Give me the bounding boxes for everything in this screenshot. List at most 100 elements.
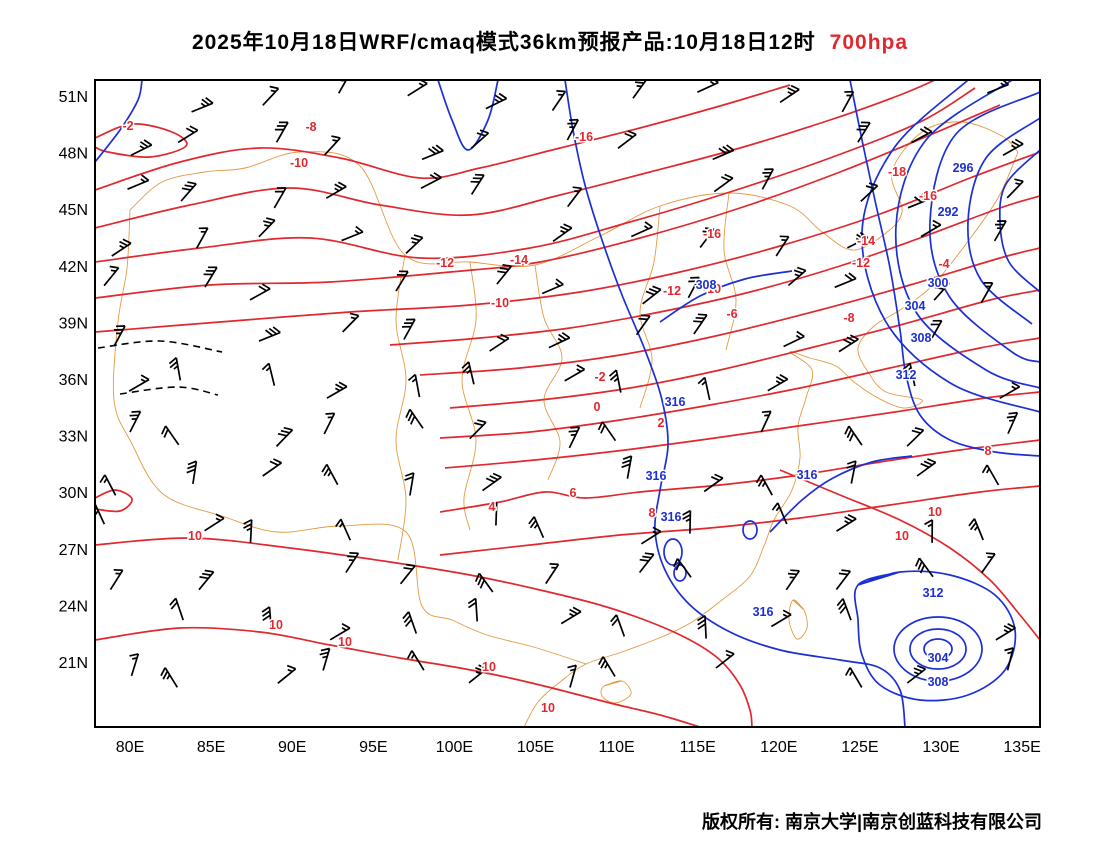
wind-barb — [249, 283, 271, 301]
wind-barb — [836, 513, 857, 532]
pressure-level-label: 700hpa — [829, 31, 909, 54]
height-contour-label: 316 — [646, 469, 667, 483]
wind-barb — [169, 597, 185, 621]
temperature-contour-label: 10 — [928, 505, 942, 519]
lon-tick-label: 100E — [436, 739, 473, 756]
temperature-contour-label: 8 — [985, 444, 992, 458]
temperature-contour-label: -12 — [663, 284, 681, 298]
wind-barb — [787, 266, 807, 287]
temperature-contour-label: 10 — [269, 618, 283, 632]
lon-tick-label: 90E — [278, 739, 306, 756]
wind-barb — [541, 278, 564, 295]
temperature-contour-label: 10 — [895, 529, 909, 543]
temperature-contour-label: -10 — [703, 282, 721, 296]
wind-barb — [841, 90, 855, 113]
wind-barb — [99, 474, 117, 496]
wind-barb — [846, 460, 857, 484]
wind-barb — [933, 280, 951, 301]
wind-barb — [109, 569, 124, 591]
wind-barb — [404, 472, 415, 496]
wind-barb — [258, 326, 281, 342]
wind-barb — [168, 357, 182, 381]
wind-barb — [632, 80, 648, 99]
wind-barb — [103, 265, 120, 287]
temperature-contour-label: -14 — [857, 234, 875, 248]
wind-barb — [177, 125, 199, 144]
wind-barb — [568, 426, 581, 449]
wind-barb — [564, 364, 586, 382]
temperature-contour-label: -16 — [703, 227, 721, 241]
lat-tick-label: 48N — [59, 146, 88, 163]
wind-barb — [420, 172, 442, 189]
wind-barb — [273, 187, 287, 209]
lon-tick-label: 95E — [359, 739, 387, 756]
lat-tick-label: 39N — [59, 315, 88, 332]
wind-barb — [836, 598, 852, 621]
wind-barb — [160, 667, 179, 688]
wind-barb — [325, 181, 347, 199]
wind-barb — [552, 223, 573, 242]
contour-label-layer: -2 -8 -10 -16 -12 -14 -10 -16 -18 -16 -14 -12 -12 -10… — [121, 118, 993, 717]
wind-barb — [703, 473, 724, 493]
wind-barb — [638, 552, 655, 574]
wind-barb — [834, 272, 857, 289]
wind-barb — [113, 325, 126, 347]
lon-tick-label: 125E — [841, 739, 878, 756]
wind-barb — [1006, 411, 1019, 435]
wind-barb — [673, 558, 692, 578]
wind-barb — [180, 181, 197, 202]
wind-barb — [335, 518, 352, 541]
wind-barb — [470, 173, 485, 195]
lat-tick-label: 27N — [59, 542, 88, 559]
wind-barb — [775, 235, 790, 257]
wind-barb — [528, 516, 545, 539]
wind-barb — [407, 80, 428, 97]
map-frame — [94, 79, 1041, 728]
temperature-contour-label: 2 — [658, 416, 665, 430]
lat-tick-label: 33N — [59, 429, 88, 446]
temperature-contour-label: -18 — [888, 165, 906, 179]
wind-barb — [920, 219, 942, 238]
lon-tick-label: 120E — [760, 739, 797, 756]
wind-barb — [699, 227, 715, 249]
temperature-contour-label: 0 — [594, 400, 601, 414]
wind-barb — [324, 135, 341, 156]
height-contour-label: 296 — [953, 161, 974, 175]
wind-barb — [191, 97, 214, 113]
wind-barb — [341, 312, 360, 333]
wind-barb — [779, 84, 800, 104]
temperature-contour-label: 10 — [338, 635, 352, 649]
temperature-contour-label: -12 — [436, 256, 454, 270]
wind-barb — [469, 419, 487, 440]
height-contour-label: 304 — [905, 299, 926, 313]
wind-barb — [993, 220, 1007, 242]
wind-barb — [406, 650, 425, 671]
wind-barb — [195, 227, 209, 249]
lon-tick-label: 105E — [517, 739, 554, 756]
wind-barb — [621, 455, 633, 479]
wind-barb — [712, 144, 735, 161]
wind-barb — [902, 362, 916, 387]
height-contour-label: 316 — [753, 605, 774, 619]
wind-barb — [551, 90, 567, 111]
wind-barb — [545, 563, 560, 585]
wind-barb — [999, 381, 1021, 400]
wind-barb — [467, 597, 479, 622]
wind-barb — [986, 80, 1010, 94]
lon-tick-label: 110E — [599, 739, 635, 756]
wind-barb — [566, 118, 579, 141]
lon-tick-label: 135E — [1003, 739, 1040, 756]
wind-barb — [835, 569, 851, 591]
wind-barb — [485, 92, 508, 110]
temperature-contour-label: 8 — [649, 506, 656, 520]
page-title: 2025年10月18日WRF/cmaq模式36km预报产品:10月18日12时 7… — [0, 26, 1100, 56]
temperature-contour-label: -16 — [575, 130, 593, 144]
wind-barb — [261, 362, 276, 386]
temperature-contour-label: -6 — [726, 307, 737, 321]
wind-barb — [321, 463, 339, 486]
lat-tick-label: 21N — [59, 655, 88, 672]
temperature-contour-label: 6 — [570, 486, 577, 500]
wind-barb — [715, 649, 735, 669]
